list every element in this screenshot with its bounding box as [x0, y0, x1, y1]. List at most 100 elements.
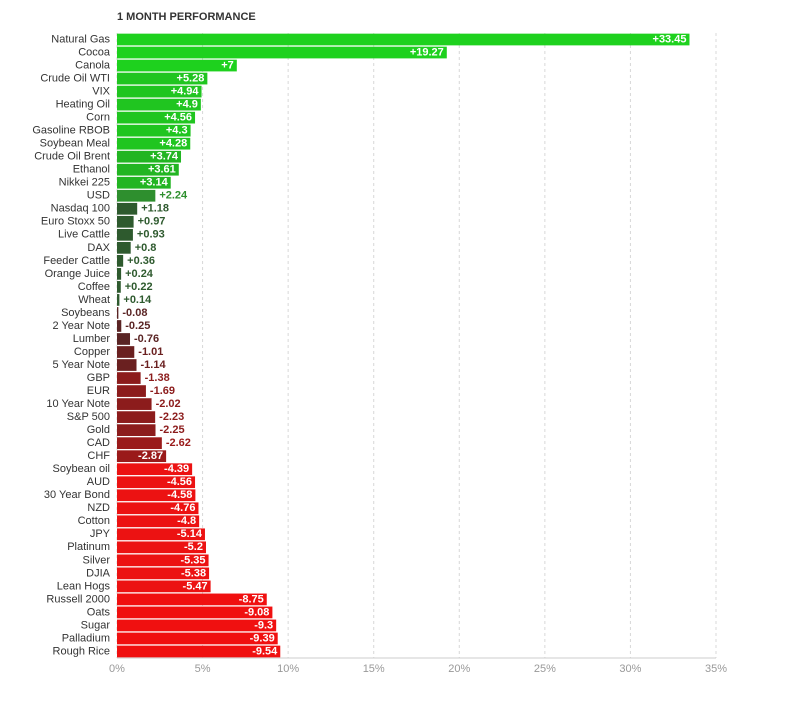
bar: [117, 528, 205, 541]
value-label: +4.94: [171, 86, 200, 98]
value-label: -8.75: [239, 593, 264, 605]
category-label: Crude Oil WTI: [40, 72, 110, 84]
value-label: -2.87: [138, 450, 163, 462]
bar: [117, 632, 278, 645]
bar: [117, 59, 237, 72]
bar: [117, 619, 277, 632]
category-label: CAD: [87, 437, 110, 449]
bar: [117, 228, 133, 241]
value-label: +0.8: [135, 242, 157, 254]
value-label: +33.45: [653, 33, 687, 45]
x-tick-label: 35%: [705, 663, 727, 675]
category-label: Silver: [82, 554, 110, 566]
category-label: Coffee: [78, 281, 110, 293]
category-label: Wheat: [78, 294, 110, 306]
bar: [117, 176, 171, 189]
category-label: DJIA: [86, 567, 111, 579]
category-label: Cotton: [78, 515, 110, 527]
bar: [117, 72, 208, 85]
bar: [117, 411, 156, 423]
chart-title: 1 MONTH PERFORMANCE: [117, 11, 256, 23]
bar: [117, 476, 196, 489]
bar: [117, 137, 191, 150]
x-tick-label: 10%: [277, 663, 299, 675]
value-label: +4.56: [164, 112, 192, 124]
value-label: -0.08: [122, 307, 147, 319]
x-tick-label: 30%: [619, 663, 641, 675]
bar: [117, 294, 120, 306]
category-label: Cocoa: [78, 46, 111, 58]
category-label: Natural Gas: [51, 33, 110, 45]
bar: [117, 346, 135, 358]
category-label: 2 Year Note: [53, 320, 111, 332]
x-tick-label: 25%: [534, 663, 556, 675]
category-label: AUD: [87, 476, 110, 488]
category-label: JPY: [90, 528, 111, 540]
value-label: +19.27: [410, 46, 444, 58]
bar: [117, 359, 137, 371]
bar: [117, 463, 193, 476]
value-label: +3.61: [148, 164, 176, 176]
category-label: DAX: [87, 242, 110, 254]
bar: [117, 307, 119, 319]
bar: [117, 85, 202, 98]
category-label: VIX: [92, 86, 110, 98]
category-label: Lumber: [73, 333, 111, 345]
value-label: +1.18: [141, 203, 169, 215]
value-label: +0.14: [123, 294, 152, 306]
value-label: +5.28: [177, 72, 205, 84]
x-tick-label: 20%: [448, 663, 470, 675]
bar: [117, 450, 167, 463]
value-label: -1.38: [145, 372, 170, 384]
value-label: -9.39: [250, 632, 275, 644]
value-label: -0.76: [134, 333, 159, 345]
value-label: +0.93: [137, 229, 165, 241]
value-label: +7: [221, 59, 234, 71]
category-label: EUR: [87, 385, 110, 397]
bar: [117, 333, 131, 345]
value-label: -9.3: [254, 619, 273, 631]
category-label: Lean Hogs: [57, 580, 111, 592]
category-label: Palladium: [62, 632, 110, 644]
bar: [117, 502, 199, 515]
value-label: -2.02: [156, 398, 181, 410]
category-label: Russell 2000: [46, 593, 110, 605]
value-label: -5.38: [181, 567, 206, 579]
value-label: +0.97: [138, 216, 166, 228]
category-label: USD: [87, 190, 110, 202]
category-label: Soybeans: [61, 307, 110, 319]
category-label: Live Cattle: [58, 229, 110, 241]
x-tick-label: 0%: [109, 663, 125, 675]
bar: [117, 268, 122, 280]
bar: [117, 398, 152, 410]
x-tick-label: 5%: [195, 663, 211, 675]
value-label: -2.62: [166, 437, 191, 449]
category-label: Soybean Meal: [40, 138, 110, 150]
category-label: 5 Year Note: [53, 359, 111, 371]
value-label: -5.14: [177, 528, 203, 540]
value-label: -0.25: [125, 320, 150, 332]
value-label: -4.39: [164, 463, 189, 475]
bar: [117, 606, 273, 619]
category-label: Nasdaq 100: [51, 203, 110, 215]
value-label: +4.9: [176, 99, 198, 111]
category-label: GBP: [87, 372, 110, 384]
bar: [117, 33, 690, 46]
value-label: -5.47: [183, 580, 208, 592]
value-label: +0.36: [127, 255, 155, 267]
value-label: +4.3: [166, 125, 188, 137]
bar: [117, 593, 267, 606]
value-label: -1.14: [141, 359, 167, 371]
value-label: -4.8: [177, 515, 196, 527]
bar: [117, 255, 124, 267]
value-label: +2.24: [159, 190, 188, 202]
category-label: Euro Stoxx 50: [41, 216, 110, 228]
bar: [117, 189, 156, 202]
category-label: Sugar: [81, 619, 111, 631]
value-label: +0.24: [125, 268, 154, 280]
bar: [117, 281, 121, 293]
category-label: Heating Oil: [56, 99, 110, 111]
bar: [117, 372, 141, 384]
category-label: Rough Rice: [53, 645, 110, 657]
